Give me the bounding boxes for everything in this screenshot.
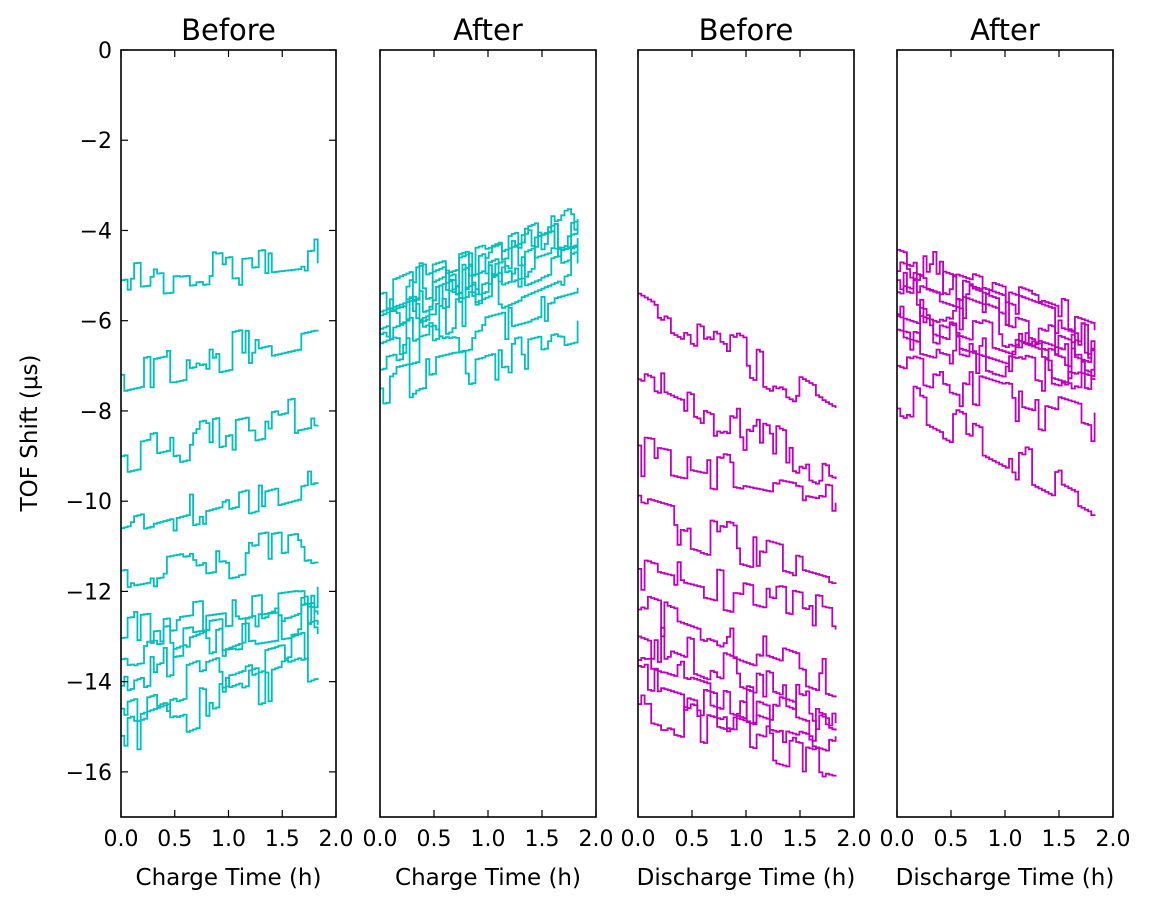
y-tick-label: −2	[80, 129, 112, 154]
plot-frame	[896, 49, 1114, 818]
x-tick-label: 0.0	[880, 827, 915, 852]
series-line	[638, 559, 837, 630]
series-line	[638, 372, 837, 485]
panel-title: After	[453, 13, 523, 47]
series-line	[380, 320, 579, 405]
x-tick-label: 1.0	[471, 827, 506, 852]
series-line	[897, 305, 1096, 390]
y-tick-label: −16	[66, 761, 112, 786]
series-line	[638, 292, 837, 408]
x-tick-label: 0.5	[417, 827, 452, 852]
series-line	[638, 626, 837, 731]
x-tick-label: 1.0	[211, 827, 246, 852]
panel-3: Before Discharge Time (h) 0.0 0.5 1.0 1.5 2.0	[621, 13, 872, 891]
panel-4: After Discharge Time (h) 0.0 0.5 1.0 1.5 2.0	[880, 13, 1131, 891]
panel-title: Before	[699, 13, 794, 47]
y-tick-label: −10	[66, 490, 112, 515]
series-line	[121, 590, 319, 644]
series-line	[897, 355, 1096, 443]
x-tick-label: 0.5	[675, 827, 710, 852]
x-tick-label: 1.5	[783, 827, 818, 852]
series-line	[121, 619, 319, 722]
x-tick-label: 0.5	[157, 827, 192, 852]
y-tick-label: −4	[80, 219, 112, 244]
series-line	[380, 287, 579, 371]
series-line	[121, 397, 319, 473]
series-line	[638, 595, 837, 698]
y-tick-label: −8	[80, 400, 112, 425]
x-axis-label: Discharge Time (h)	[637, 865, 856, 891]
y-tick-label: −14	[66, 671, 112, 696]
x-tick-label: 1.5	[525, 827, 560, 852]
series-line	[638, 494, 837, 585]
x-tick-label: 0.0	[363, 827, 398, 852]
series-line	[380, 219, 579, 338]
x-tick-label: 0.5	[934, 827, 969, 852]
series-line	[897, 248, 1096, 332]
series-line	[380, 250, 579, 356]
series-line	[121, 657, 319, 751]
series-line	[897, 271, 1096, 359]
x-tick-label: 1.5	[265, 827, 300, 852]
series-line	[897, 385, 1096, 516]
x-tick-label: 2.0	[837, 827, 872, 852]
x-axis-label: Charge Time (h)	[395, 865, 581, 891]
panel-1: Before Charge Time (h) 0.0 0.5 1.0 1.5 2.0 0 −2 −…	[66, 13, 354, 891]
plot-frame	[379, 49, 597, 818]
x-axis-label: Discharge Time (h)	[896, 865, 1115, 891]
x-axis-label: Charge Time (h)	[136, 865, 322, 891]
x-tick-label: 1.0	[988, 827, 1023, 852]
x-tick-label: 2.0	[319, 827, 354, 852]
series-line	[121, 602, 319, 667]
y-tick-label: −6	[80, 310, 112, 335]
x-tick-label: 2.0	[579, 827, 614, 852]
series-line	[121, 329, 319, 392]
series-line	[897, 328, 1096, 392]
x-tick-label: 2.0	[1096, 827, 1131, 852]
series-line	[638, 694, 837, 778]
panel-title: Before	[181, 13, 276, 47]
series-line	[638, 663, 837, 752]
y-axis-label: TOF Shift (μs)	[17, 355, 43, 513]
x-tick-label: 0.0	[104, 827, 139, 852]
panel-2: After Charge Time (h) 0.0 0.5 1.0 1.5 2.0	[363, 13, 614, 891]
series-line	[380, 244, 579, 341]
series-line	[121, 470, 319, 532]
y-tick-label: −12	[66, 580, 112, 605]
x-tick-label: 1.5	[1042, 827, 1077, 852]
panel-title: After	[970, 13, 1040, 47]
x-tick-label: 0.0	[621, 827, 656, 852]
y-tick-label: 0	[98, 39, 112, 64]
x-tick-label: 1.0	[729, 827, 764, 852]
series-line	[121, 586, 319, 692]
series-line	[121, 238, 319, 295]
series-line	[638, 436, 837, 512]
series-line	[121, 531, 319, 588]
